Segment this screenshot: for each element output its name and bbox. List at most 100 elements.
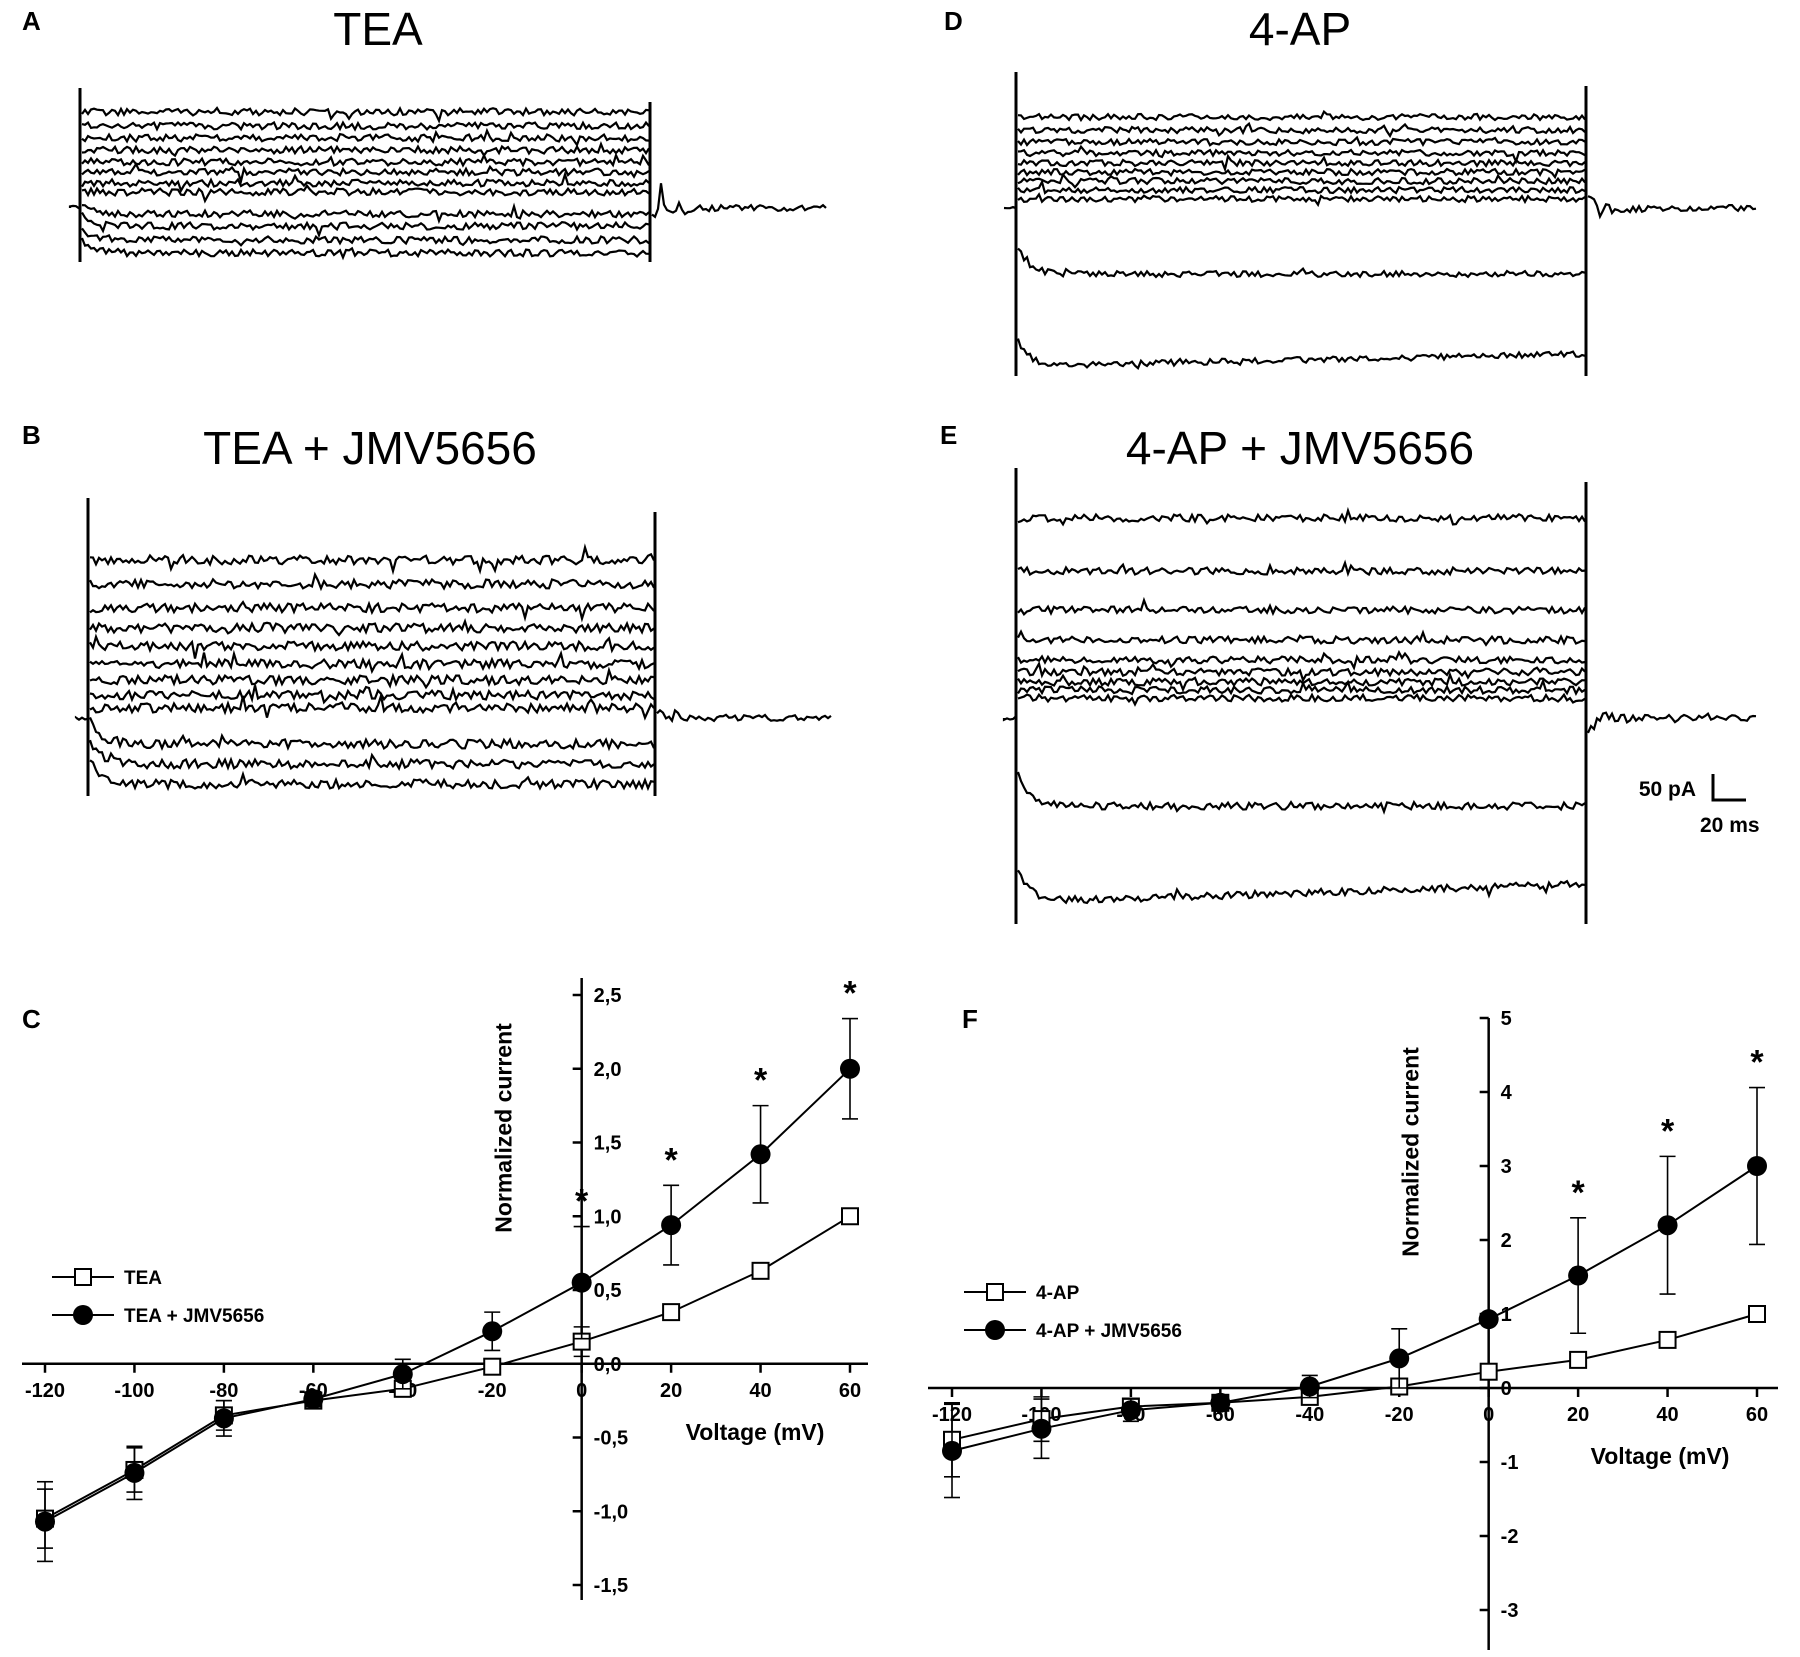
- trace-tail: [651, 183, 827, 219]
- data-point-circle: [942, 1440, 962, 1461]
- data-point-circle: [661, 1215, 682, 1236]
- legend-label: TEA + JMV5656: [124, 1306, 264, 1327]
- y-tick-label: 4: [1501, 1082, 1513, 1104]
- panel-title-b: TEA + JMV5656: [203, 422, 537, 474]
- y-tick-label: -1: [1501, 1452, 1519, 1474]
- trace-step-5: [1017, 660, 1586, 683]
- data-point-square: [1658, 1330, 1677, 1349]
- data-point-circle: [124, 1462, 145, 1483]
- trace-step-7: [1017, 677, 1586, 696]
- data-point-circle: [1299, 1376, 1320, 1397]
- scale-bar-lines: [1711, 774, 1746, 802]
- data-point-square: [841, 1207, 859, 1226]
- y-tick-label: 0,5: [594, 1280, 622, 1302]
- x-tick-label: -80: [209, 1380, 238, 1402]
- panel-title-d: 4-AP: [1249, 3, 1351, 55]
- current-traces-b: [74, 498, 832, 796]
- trace-step-1: [81, 120, 650, 132]
- x-tick-label: 0: [576, 1380, 587, 1402]
- y-tick-label: 2: [1501, 1230, 1512, 1252]
- trace-step-3: [81, 141, 650, 158]
- trace-step-10: [1016, 338, 1586, 371]
- trace-step-9: [88, 716, 655, 752]
- trace-step-2: [89, 600, 655, 623]
- current-traces-e: [1002, 468, 1757, 924]
- panel-label-b: B: [22, 420, 41, 450]
- y-axis-title: Normalized current: [1398, 1047, 1424, 1257]
- legend-marker-square: [74, 1268, 92, 1286]
- trace-step-6: [89, 666, 655, 690]
- x-tick-label: 60: [1746, 1404, 1768, 1426]
- legend-label: TEA: [124, 1268, 162, 1289]
- x-tick-label: 40: [749, 1380, 771, 1402]
- x-tick-label: -120: [25, 1380, 65, 1402]
- y-tick-label: 0: [1501, 1378, 1512, 1400]
- trace-step-10: [1017, 869, 1586, 905]
- x-tick-label: 40: [1656, 1404, 1678, 1426]
- data-point-square: [662, 1303, 681, 1322]
- x-axis-title: Voltage (mV): [1591, 1443, 1730, 1469]
- current-traces-a: [68, 88, 827, 262]
- panel-label-a: A: [22, 6, 41, 36]
- y-tick-label: -1,5: [594, 1575, 628, 1597]
- scale-bar: 50 pA 20 ms: [1639, 774, 1760, 837]
- trace-step-0: [1017, 109, 1586, 123]
- trace-step-2: [81, 127, 650, 148]
- significance-asterisk: *: [1661, 1112, 1675, 1150]
- legend-marker-circle: [985, 1320, 1005, 1340]
- data-point-circle: [1210, 1392, 1231, 1413]
- trace-step-7: [81, 183, 650, 204]
- trace-baseline-pre: [1003, 205, 1017, 210]
- data-point-circle: [840, 1058, 860, 1079]
- panel-label-f: F: [962, 1004, 978, 1034]
- x-tick-label: -40: [1295, 1404, 1324, 1426]
- trace-step-3: [1017, 629, 1586, 647]
- panel-label-d: D: [944, 6, 963, 36]
- trace-step-5: [89, 649, 655, 675]
- trace-step-4: [81, 152, 650, 168]
- legend-label: 4-AP: [1036, 1283, 1080, 1304]
- y-axis-title: Normalized current: [491, 1023, 517, 1233]
- legend-marker-circle: [73, 1305, 93, 1325]
- trace-step-8: [81, 202, 650, 225]
- trace-step-2: [1017, 135, 1586, 148]
- y-tick-label: 0,0: [594, 1354, 622, 1376]
- trace-step-3: [89, 618, 655, 637]
- data-point-circle: [750, 1144, 771, 1165]
- trace-step-10: [81, 227, 650, 247]
- data-point-circle: [213, 1408, 234, 1429]
- panel-title-e: 4-AP + JMV5656: [1126, 422, 1474, 474]
- series-line-1: [951, 1165, 1758, 1452]
- data-point-circle: [1747, 1156, 1767, 1176]
- data-point-circle: [482, 1321, 503, 1342]
- significance-asterisk: *: [664, 1141, 678, 1179]
- panel-title-a: TEA: [333, 3, 423, 55]
- trace-step-9: [1016, 771, 1586, 815]
- trace-step-7: [89, 685, 655, 705]
- trace-step-11: [89, 759, 655, 792]
- y-tick-label: 1,5: [594, 1133, 622, 1155]
- data-point-circle: [1031, 1418, 1052, 1439]
- y-tick-label: 3: [1501, 1156, 1512, 1178]
- trace-tail: [1587, 195, 1757, 220]
- x-axis-title: Voltage (mV): [686, 1419, 825, 1445]
- trace-step-7: [1017, 178, 1586, 195]
- data-point-circle: [35, 1511, 55, 1532]
- trace-step-9: [1017, 247, 1586, 279]
- panel-label-e: E: [940, 420, 957, 450]
- iv-chart-f: -120-100-80-60-40-200204060-3-2-1012345V…: [928, 1008, 1778, 1650]
- scale-bar-current-label: 50 pA: [1639, 778, 1696, 801]
- trace-step-4: [1017, 649, 1586, 671]
- y-tick-label: 5: [1501, 1008, 1512, 1030]
- trace-baseline-pre: [74, 715, 89, 722]
- y-tick-label: -2: [1501, 1526, 1519, 1548]
- data-point-square: [1748, 1305, 1766, 1323]
- panel-label-c: C: [22, 1004, 41, 1034]
- data-point-square: [483, 1357, 502, 1376]
- data-point-circle: [1657, 1215, 1678, 1236]
- scale-bar-time-label: 20 ms: [1700, 814, 1760, 837]
- x-tick-label: -20: [478, 1380, 507, 1402]
- data-point-circle: [571, 1272, 592, 1293]
- y-tick-label: 2,5: [594, 985, 622, 1007]
- trace-baseline-pre: [1002, 715, 1017, 722]
